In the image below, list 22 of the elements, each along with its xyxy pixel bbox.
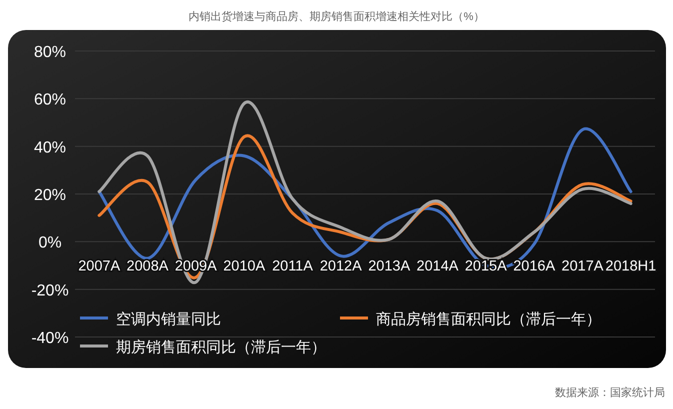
y-tick-label: -20% [31,282,69,300]
x-tick-label: 2012A [320,258,362,275]
x-tick-label: 2010A [223,258,266,275]
legend-label: 期房销售面积同比（滞后一年） [116,339,326,356]
y-tick-label: 20% [34,187,66,204]
x-tick-label: 2007A [78,258,120,275]
y-tick-label: 0% [38,234,62,252]
y-tick-label: 40% [34,139,66,156]
chart-title: 内销出货增速与商品房、期房销售面积增速相关性对比（%） [188,10,484,23]
legend-label: 空调内销量同比 [116,311,221,328]
x-tick-label: 2014A [416,258,459,275]
legend-label: 商品房销售面积同比（滞后一年） [376,311,601,328]
source-note: 数据来源：国家统计局 [555,386,665,399]
x-tick-label: 2011A [272,258,314,275]
y-tick-label: 60% [34,92,66,109]
y-tick-label: -40% [31,330,69,347]
x-tick-label: 2013A [368,258,410,275]
x-tick-label: 2017A [562,258,604,275]
x-tick-label: 2008A [126,258,169,275]
x-tick-label: 2016A [513,258,556,275]
y-tick-label: 80% [34,44,66,61]
x-tick-label: 2018H1 [605,258,656,275]
